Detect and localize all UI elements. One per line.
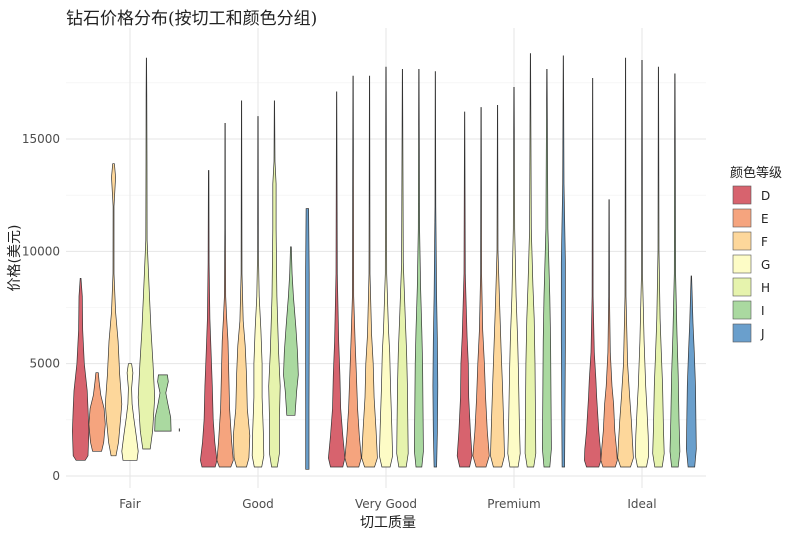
violin-fair-H bbox=[137, 57, 156, 450]
x-axis-title: 切工质量 bbox=[360, 515, 416, 531]
legend-key-E bbox=[732, 208, 752, 228]
violin-very-good-F bbox=[361, 75, 378, 468]
x-tick-label: Good bbox=[242, 497, 274, 511]
violin-good-G bbox=[251, 116, 265, 468]
violin-good-H bbox=[268, 100, 281, 468]
violin-good-E bbox=[216, 122, 234, 468]
violin-very-good-J bbox=[432, 71, 439, 468]
violin-premium-J bbox=[560, 55, 566, 468]
legend-label-F: F bbox=[761, 235, 768, 249]
violin-fair-D bbox=[72, 277, 90, 461]
legend-label-H: H bbox=[761, 281, 770, 295]
violin-ideal-I bbox=[669, 73, 681, 468]
legend-label-J: J bbox=[760, 327, 765, 341]
legend-title: 颜色等级 bbox=[730, 166, 783, 181]
violin-fair-G bbox=[121, 363, 139, 461]
legend-key-D bbox=[732, 185, 752, 205]
y-tick-label: 10000 bbox=[22, 244, 60, 258]
x-tick-label: Ideal bbox=[627, 497, 656, 511]
violin-very-good-D bbox=[328, 91, 346, 468]
violin-very-good-G bbox=[379, 66, 393, 468]
legend-key-G bbox=[732, 254, 752, 274]
violin-ideal-J bbox=[686, 275, 697, 468]
violin-ideal-H bbox=[652, 66, 665, 468]
x-tick-label: Fair bbox=[119, 497, 140, 511]
violin-good-I bbox=[283, 246, 299, 416]
violin-premium-E bbox=[472, 107, 490, 468]
violin-good-J bbox=[305, 208, 310, 470]
violin-good-F bbox=[232, 100, 251, 468]
violin-ideal-E bbox=[600, 199, 618, 468]
violin-premium-H bbox=[524, 53, 537, 468]
violin-ideal-G bbox=[635, 60, 649, 468]
violin-fair-E bbox=[88, 372, 106, 452]
violin-premium-G bbox=[507, 86, 521, 468]
y-tick-label: 0 bbox=[52, 469, 60, 483]
legend-key-I bbox=[732, 300, 752, 320]
chart-title: 钻石价格分布(按切工和颜色分组) bbox=[66, 9, 318, 29]
violin-premium-I bbox=[542, 69, 552, 468]
x-tick-label: Premium bbox=[487, 497, 540, 511]
legend-label-E: E bbox=[761, 212, 769, 226]
legend-key-J bbox=[732, 323, 752, 343]
x-tick-label: Very Good bbox=[355, 497, 417, 511]
violin-fair-F bbox=[104, 163, 123, 457]
legend-label-D: D bbox=[761, 189, 770, 203]
violin-very-good-I bbox=[414, 69, 424, 468]
violin-good-D bbox=[200, 170, 218, 468]
legend-label-I: I bbox=[761, 304, 765, 318]
violin-ideal-D bbox=[584, 77, 602, 468]
y-tick-label: 5000 bbox=[29, 357, 60, 371]
y-tick-label: 15000 bbox=[22, 132, 60, 146]
legend-label-G: G bbox=[761, 258, 770, 272]
violin-fair-I bbox=[154, 374, 172, 432]
violin-very-good-H bbox=[396, 69, 409, 468]
violin-very-good-E bbox=[344, 75, 362, 468]
legend-key-H bbox=[732, 277, 752, 297]
violin-premium-D bbox=[456, 111, 473, 468]
legend-key-F bbox=[732, 231, 752, 251]
violin-premium-F bbox=[490, 104, 505, 468]
violin-ideal-F bbox=[617, 57, 634, 468]
